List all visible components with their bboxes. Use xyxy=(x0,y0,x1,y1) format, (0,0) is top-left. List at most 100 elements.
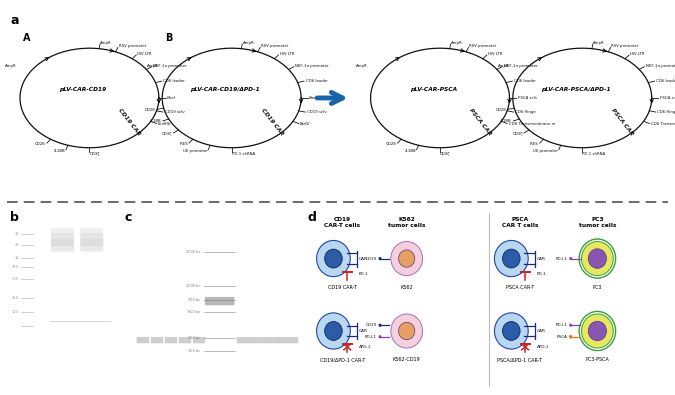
Text: CD28: CD28 xyxy=(35,142,46,146)
Text: PSCA CAR-T: PSCA CAR-T xyxy=(506,285,534,290)
Circle shape xyxy=(582,241,613,276)
Text: CD19: CD19 xyxy=(366,257,377,261)
Text: 750: 750 xyxy=(12,265,19,269)
Text: NEF-1α promoter: NEF-1α promoter xyxy=(504,64,537,68)
Text: NEF-1α promoter: NEF-1α promoter xyxy=(646,64,675,68)
FancyBboxPatch shape xyxy=(286,337,298,343)
Text: CD6 leader: CD6 leader xyxy=(306,79,327,83)
Text: c: c xyxy=(125,211,132,224)
Text: 2000 bc: 2000 bc xyxy=(186,250,200,254)
Text: K562
tumor cells: K562 tumor cells xyxy=(388,217,425,228)
FancyBboxPatch shape xyxy=(237,337,249,343)
Text: CD6 Hinge: CD6 Hinge xyxy=(657,110,675,115)
Text: 750 bc: 750 bc xyxy=(188,298,200,302)
Text: HIV LTR: HIV LTR xyxy=(488,52,502,56)
Text: BsrGI: BsrGI xyxy=(300,122,310,126)
Text: pLV-CAR-CD19: pLV-CAR-CD19 xyxy=(59,87,107,92)
Text: 100: 100 xyxy=(12,310,19,314)
Text: 4-1BB: 4-1BB xyxy=(500,120,512,124)
Text: ΔPD-1: ΔPD-1 xyxy=(537,345,549,349)
Text: 4-1BB: 4-1BB xyxy=(404,149,416,153)
Circle shape xyxy=(502,322,520,340)
Text: CD6 Hinge: CD6 Hinge xyxy=(515,110,536,115)
Circle shape xyxy=(569,324,572,327)
Text: CD6 Transmembrane: CD6 Transmembrane xyxy=(651,122,675,126)
Text: 1K: 1K xyxy=(14,256,19,260)
Text: CD3ζ: CD3ζ xyxy=(512,132,522,136)
Text: PSCA CAR: PSCA CAR xyxy=(468,107,492,136)
Text: IRES: IRES xyxy=(180,142,188,146)
Circle shape xyxy=(569,335,572,339)
Circle shape xyxy=(317,313,350,349)
FancyBboxPatch shape xyxy=(273,337,286,343)
Text: CAR: CAR xyxy=(537,257,546,261)
Text: CD3ζ: CD3ζ xyxy=(440,152,450,156)
Text: U6 promoter: U6 promoter xyxy=(533,149,558,153)
Text: CAR: CAR xyxy=(359,329,368,333)
Text: 4-1BB: 4-1BB xyxy=(150,120,161,124)
Text: CD28: CD28 xyxy=(386,142,397,146)
Text: PSCA
CAR T cells: PSCA CAR T cells xyxy=(502,217,538,228)
Text: PC3
tumor cells: PC3 tumor cells xyxy=(578,217,616,228)
Text: K562-CD19: K562-CD19 xyxy=(393,357,421,362)
Text: CD3ζ: CD3ζ xyxy=(89,152,100,156)
Text: RSV promoter: RSV promoter xyxy=(612,44,639,48)
FancyBboxPatch shape xyxy=(80,244,103,252)
Text: PSCA CAR: PSCA CAR xyxy=(610,107,634,136)
Text: 3K: 3K xyxy=(14,232,19,236)
Text: EcoRIb: EcoRIb xyxy=(158,122,171,126)
Text: BamHII: BamHII xyxy=(309,96,323,100)
Circle shape xyxy=(317,241,350,276)
Text: d: d xyxy=(307,211,316,224)
Circle shape xyxy=(582,314,613,348)
Text: U6 promoter: U6 promoter xyxy=(183,149,208,153)
Circle shape xyxy=(589,249,606,268)
FancyBboxPatch shape xyxy=(136,337,149,343)
Text: IRES: IRES xyxy=(530,142,539,146)
Text: CAR: CAR xyxy=(537,329,546,333)
Text: AmpR: AmpR xyxy=(451,41,462,45)
Text: 250 bc: 250 bc xyxy=(188,337,200,340)
FancyBboxPatch shape xyxy=(80,233,103,241)
Text: HIV LTR: HIV LTR xyxy=(137,52,152,56)
Text: AmpR: AmpR xyxy=(356,64,367,68)
Text: CD19 CAR: CD19 CAR xyxy=(260,107,284,136)
Text: PD-L1: PD-L1 xyxy=(556,323,568,327)
Text: 250: 250 xyxy=(12,297,19,301)
FancyBboxPatch shape xyxy=(151,337,163,343)
Text: HIV LTR: HIV LTR xyxy=(630,52,645,56)
Circle shape xyxy=(325,249,342,268)
Text: Marker: Marker xyxy=(20,216,34,220)
FancyBboxPatch shape xyxy=(165,337,177,343)
Text: 100 bc: 100 bc xyxy=(188,349,200,353)
Text: AmpR: AmpR xyxy=(498,64,510,68)
Text: PD-L1: PD-L1 xyxy=(364,335,377,339)
Circle shape xyxy=(398,250,414,267)
Text: CD19/ΔPD-1 CAR-T: CD19/ΔPD-1 CAR-T xyxy=(320,357,365,362)
Circle shape xyxy=(502,249,520,268)
Text: PD-1 shRNA: PD-1 shRNA xyxy=(583,152,605,156)
Text: 4-1BB: 4-1BB xyxy=(54,149,65,153)
Circle shape xyxy=(379,257,381,260)
FancyBboxPatch shape xyxy=(179,337,191,343)
Text: HIV LTR: HIV LTR xyxy=(279,52,294,56)
Text: CD19 scfv: CD19 scfv xyxy=(306,110,327,115)
Circle shape xyxy=(494,313,528,349)
Text: AmpR: AmpR xyxy=(593,41,605,45)
Text: 600 bc: 600 bc xyxy=(188,310,200,314)
Text: PC3-PSCA: PC3-PSCA xyxy=(585,357,610,362)
Text: b: b xyxy=(10,211,19,224)
FancyBboxPatch shape xyxy=(249,337,261,343)
Text: PSCA scfv: PSCA scfv xyxy=(660,96,675,100)
Text: pLV-CAR-PSCA: pLV-CAR-PSCA xyxy=(151,216,176,220)
Text: CD28: CD28 xyxy=(495,107,506,111)
Text: CD19 CAR-T: CD19 CAR-T xyxy=(328,285,357,290)
Text: AmpR: AmpR xyxy=(101,41,112,45)
Text: PD-1: PD-1 xyxy=(359,273,369,276)
Text: A: A xyxy=(23,32,31,43)
Text: PD-L1: PD-L1 xyxy=(556,257,568,261)
Text: B: B xyxy=(165,32,173,43)
Text: CD6 Transmembrane m: CD6 Transmembrane m xyxy=(509,122,555,126)
Text: CAR: CAR xyxy=(359,257,368,261)
Circle shape xyxy=(494,241,528,276)
